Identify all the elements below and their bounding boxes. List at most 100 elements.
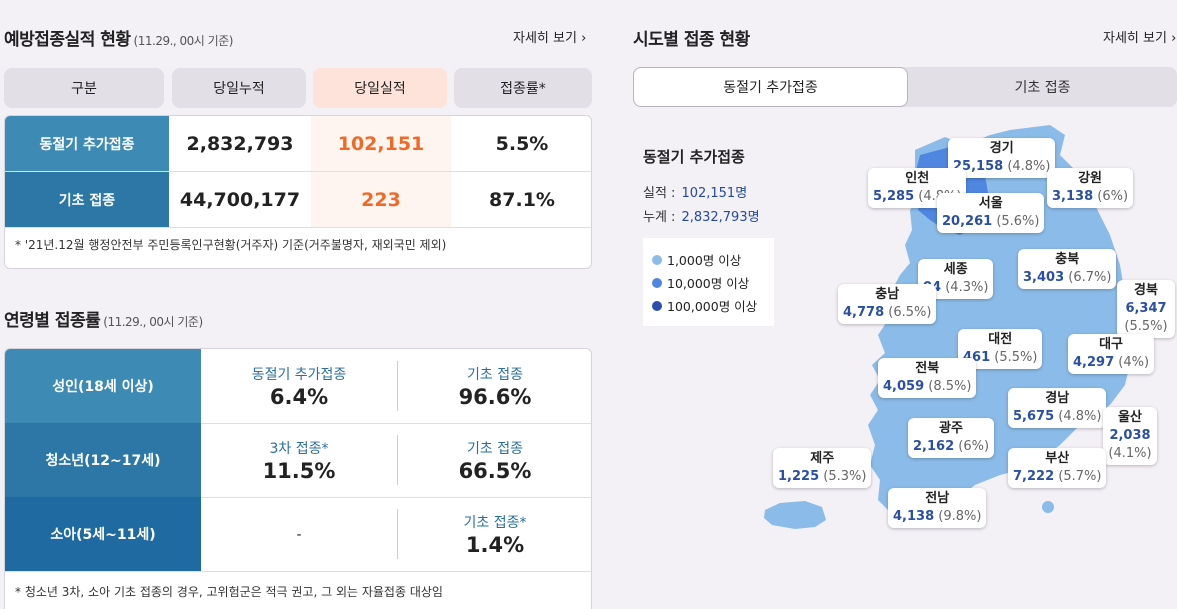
cell-value: 66.5%	[458, 458, 532, 483]
region-pct: (4.8%)	[1007, 159, 1051, 174]
region-gyeonggi[interactable]: 경기 25,158 (4.8%)	[948, 138, 1056, 178]
table-row: 소아(5세~11세) - 기초 접종* 1.4%	[5, 497, 591, 571]
divider	[5, 571, 591, 572]
region-gyeongbuk[interactable]: 경북 6,347 (5.5%)	[1117, 280, 1175, 338]
cell-label: 기초 접종	[467, 440, 523, 457]
region-name: 인천	[905, 171, 930, 186]
table-row: 성인(18세 이상) 동절기 추가접종 6.4% 기초 접종 96.6%	[5, 349, 591, 423]
region-pct: (4%)	[1118, 355, 1150, 370]
legend-dot-icon	[652, 277, 662, 288]
region-pct: (6%)	[1097, 189, 1129, 204]
region-name: 경남	[1045, 391, 1070, 406]
region-pct: (4.1%)	[1108, 446, 1152, 461]
region-value: 4,778	[843, 305, 885, 320]
age-cell-b: 기초 접종 66.5%	[397, 423, 591, 497]
region-daegu[interactable]: 대구 4,297 (4%)	[1068, 334, 1155, 374]
region-name: 대구	[1099, 337, 1123, 352]
more-link-right[interactable]: 자세히 보기 ›	[1103, 31, 1177, 46]
cell-value: 11.5%	[262, 458, 336, 483]
info-title: 동절기 추가접종	[643, 148, 745, 166]
row-head: 기초 접종	[5, 172, 169, 227]
region-busan[interactable]: 부산 7,222 (5.7%)	[1008, 448, 1107, 488]
row-head: 청소년(12~17세)	[5, 423, 201, 497]
title-text: 예방접종실적 현황	[4, 30, 131, 50]
age-cell-b: 기초 접종 96.6%	[397, 349, 591, 423]
region-value: 20,261	[942, 214, 993, 229]
region-pct: (4.8%)	[1058, 409, 1102, 424]
column-header-cumulative: 당일누적	[172, 68, 306, 108]
region-chungbuk[interactable]: 충북 3,403 (6.7%)	[1018, 249, 1117, 289]
region-name: 광주	[939, 421, 963, 436]
divider	[397, 509, 398, 559]
region-name: 전북	[915, 361, 940, 376]
region-pct: (6.5%)	[888, 305, 932, 320]
region-jeju[interactable]: 제주 1,225 (5.3%)	[773, 448, 872, 488]
region-tabs: 동절기 추가접종 기초 접종	[633, 67, 1177, 107]
region-value: 2,038	[1109, 428, 1151, 443]
row-head: 성인(18세 이상)	[5, 349, 201, 423]
section-title-region: 시도별 접종 현황	[633, 30, 750, 50]
region-name: 제주	[810, 451, 835, 466]
region-name: 서울	[978, 196, 1003, 211]
region-seoul[interactable]: 서울 20,261 (5.6%)	[937, 193, 1045, 233]
cumulative-value: 44,700,177	[179, 188, 301, 211]
region-pct: (5.6%)	[996, 214, 1040, 229]
tab-primary[interactable]: 기초 접종	[1014, 80, 1071, 96]
island-shape	[1042, 501, 1054, 513]
cell-value: 6.4%	[269, 384, 329, 409]
info-label: 누계 :	[643, 210, 676, 225]
legend-item: 1,000명 이상	[652, 248, 774, 271]
region-pct: (5.7%)	[1058, 469, 1102, 484]
column-header-rate: 접종률*	[454, 68, 592, 108]
region-name: 충북	[1055, 252, 1080, 267]
region-pct: (5.5%)	[994, 350, 1038, 365]
more-link-left[interactable]: 자세히 보기 ›	[513, 31, 587, 46]
region-value: 4,059	[883, 379, 925, 394]
region-name: 울산	[1118, 410, 1142, 425]
age-table: 성인(18세 이상) 동절기 추가접종 6.4% 기초 접종 96.6% 청소년…	[4, 348, 592, 609]
region-gangwon[interactable]: 강원 3,138 (6%)	[1047, 168, 1134, 208]
region-value: 4,297	[1073, 355, 1115, 370]
info-value: 2,832,793명	[681, 210, 760, 225]
region-pct: (9.8%)	[938, 509, 982, 524]
region-jeonnam[interactable]: 전남 4,138 (9.8%)	[888, 488, 987, 528]
region-name: 충남	[875, 287, 900, 302]
region-name: 경기	[989, 141, 1014, 156]
region-chungnam[interactable]: 충남 4,778 (6.5%)	[838, 284, 937, 324]
region-pct: (5.3%)	[823, 469, 867, 484]
vaccination-table: 동절기 추가접종 2,832,793 102,151 5.5% 기초 접종 44…	[4, 115, 592, 269]
info-total: 누계 : 2,832,793명	[643, 206, 760, 225]
region-daejeon[interactable]: 대전 461 (5.5%)	[958, 329, 1043, 369]
cell-value: 1.4%	[465, 532, 525, 557]
region-name: 경북	[1134, 283, 1158, 298]
region-pct: (5.5%)	[1124, 319, 1168, 334]
region-value: 2,162	[913, 439, 955, 454]
rate-value: 87.1%	[489, 188, 555, 211]
legend-item: 10,000명 이상	[652, 271, 774, 294]
region-ulsan[interactable]: 울산 2,038 (4.1%)	[1103, 407, 1157, 465]
region-pct: (8.5%)	[928, 379, 972, 394]
region-gyeongnam[interactable]: 경남 5,675 (4.8%)	[1008, 388, 1107, 428]
divider	[5, 227, 591, 228]
today-value: 102,151	[311, 116, 451, 171]
table-footnote: * '21년.12월 행정안전부 주민등록인구현황(거주자) 기준(거주불명자,…	[15, 238, 447, 252]
legend-label: 100,000명 이상	[667, 299, 758, 314]
table-row: 동절기 추가접종 2,832,793 102,151 5.5%	[5, 116, 591, 171]
cell-label: 기초 접종	[467, 366, 523, 383]
legend-label: 10,000명 이상	[667, 276, 750, 291]
cumulative-value: 2,832,793	[186, 132, 294, 155]
info-label: 실적 :	[643, 186, 676, 201]
region-pct: (6.7%)	[1068, 270, 1112, 285]
region-value: 4,138	[893, 509, 935, 524]
divider	[5, 497, 591, 498]
region-gwangju[interactable]: 광주 2,162 (6%)	[908, 418, 995, 458]
info-actual: 실적 : 102,151명	[643, 182, 747, 201]
tab-booster[interactable]: 동절기 추가접종	[633, 67, 908, 107]
age-cell-a: 3차 접종* 11.5%	[201, 423, 397, 497]
region-value: 5,675	[1013, 409, 1055, 424]
region-jeonbuk[interactable]: 전북 4,059 (8.5%)	[878, 358, 977, 398]
age-cell-b: 기초 접종* 1.4%	[397, 497, 591, 571]
region-name: 부산	[1045, 451, 1070, 466]
cell-value: 96.6%	[458, 384, 532, 409]
section-title-age: 연령별 접종률 (11.29., 00시 기준)	[4, 306, 203, 331]
